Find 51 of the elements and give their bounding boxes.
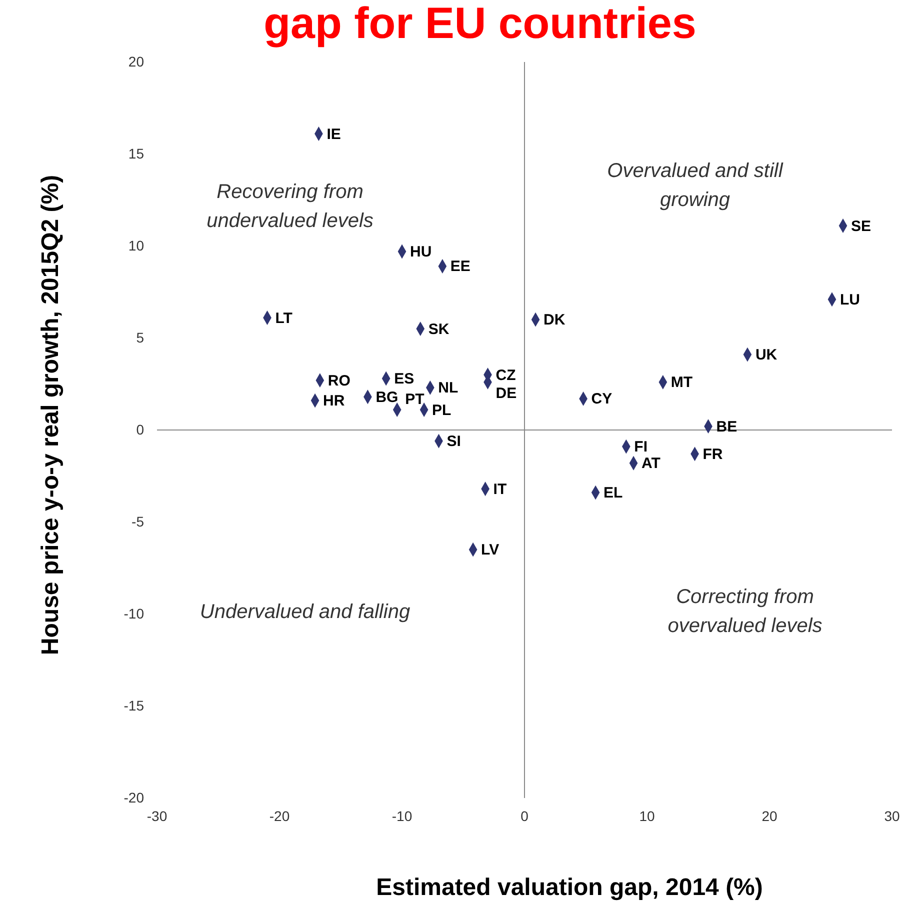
- series-label: FR: [702, 446, 723, 463]
- x-tick-label: 30: [884, 808, 900, 824]
- series-label: LU: [840, 291, 860, 308]
- series-label: HU: [410, 244, 432, 261]
- series-label: CZ: [496, 366, 516, 384]
- series-label: DE: [496, 385, 517, 402]
- y-axis-title: House price y-o-y real growth, 2015Q2 (%): [37, 174, 64, 656]
- series-label: SK: [428, 320, 450, 338]
- series-label: ES: [394, 370, 414, 388]
- y-tick-label: 10: [128, 237, 144, 254]
- series-label: CY: [591, 390, 612, 408]
- series-label: EL: [604, 484, 623, 502]
- series-label: PL: [432, 402, 452, 419]
- y-tick-label: -5: [132, 513, 144, 530]
- x-tick-label: -20: [269, 808, 290, 824]
- y-tick-label: 5: [136, 329, 144, 346]
- series-label: IE: [326, 126, 341, 143]
- x-tick-label: 20: [762, 808, 778, 824]
- y-tick-label: 15: [128, 145, 144, 162]
- series-label: LV: [481, 542, 500, 559]
- series-label: LT: [275, 310, 292, 327]
- chart-title: gap for EU countries: [264, 0, 696, 48]
- series-label: PT: [405, 390, 424, 408]
- series-label: AT: [642, 455, 660, 472]
- series-label: SI: [446, 433, 461, 450]
- series-label: NL: [438, 380, 458, 397]
- annotation: Recovering from undervalued levels: [206, 181, 374, 232]
- series-label: MT: [670, 374, 693, 392]
- x-axis-title: Estimated valuation gap, 2014 (%): [376, 874, 763, 901]
- series-label: SE: [851, 218, 872, 235]
- x-tick-label: 10: [639, 808, 655, 824]
- series-label: UK: [755, 346, 778, 364]
- series-label: FI: [634, 438, 648, 456]
- x-tick-label: 0: [520, 808, 529, 824]
- x-tick-label: -10: [392, 808, 412, 824]
- y-tick-label: -20: [124, 789, 144, 806]
- annotation: Overvalued and still growing: [607, 160, 784, 211]
- series-label: BG: [376, 388, 398, 406]
- annotation: Correcting from overvalued levels: [668, 586, 822, 637]
- series-label: EE: [450, 258, 470, 276]
- series-label: RO: [328, 372, 351, 390]
- y-tick-label: -15: [124, 697, 144, 714]
- series-label: BE: [716, 418, 738, 436]
- series-label: DK: [544, 312, 566, 329]
- y-tick-label: 0: [136, 421, 144, 438]
- series-label: IT: [493, 480, 507, 498]
- x-tick-label: -30: [146, 808, 168, 824]
- annotation: Undervalued and falling: [200, 601, 410, 623]
- y-tick-label: 20: [128, 53, 144, 70]
- y-tick-label: -10: [124, 605, 144, 622]
- series-label: HR: [323, 392, 345, 410]
